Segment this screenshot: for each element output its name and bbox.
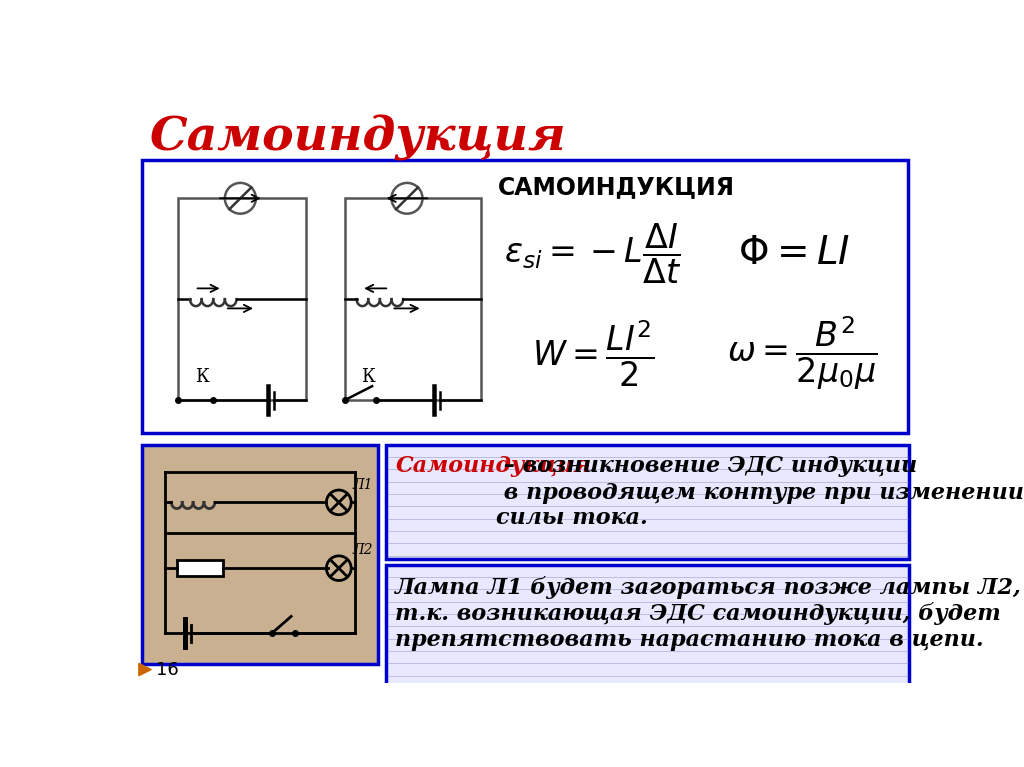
Text: Л2: Л2	[352, 543, 374, 558]
Text: К: К	[195, 368, 209, 386]
Text: Самоиндукция: Самоиндукция	[150, 115, 566, 161]
Bar	[386, 445, 909, 558]
Text: К: К	[361, 368, 375, 386]
Text: – возникновение ЭДС индукции
 в проводящем контуре при изменении в нём
силы тока: – возникновение ЭДС индукции в проводяще…	[496, 456, 1024, 529]
Bar	[177, 561, 223, 576]
Text: Самоиндукция: Самоиндукция	[395, 456, 592, 478]
Text: $\omega=\dfrac{B^2}{2\mu_0\mu}$: $\omega=\dfrac{B^2}{2\mu_0\mu}$	[727, 315, 878, 393]
Text: $\Phi = LI$: $\Phi = LI$	[738, 235, 851, 272]
Text: 16: 16	[156, 660, 178, 679]
Text: САМОИНДУКЦИЯ: САМОИНДУКЦИЯ	[498, 175, 735, 199]
Text: Л1: Л1	[352, 478, 374, 492]
Bar	[142, 445, 378, 664]
Bar	[345, 199, 480, 400]
Polygon shape	[139, 663, 152, 676]
Text: $\varepsilon_{si}=-L\dfrac{\Delta I}{\Delta t}$: $\varepsilon_{si}=-L\dfrac{\Delta I}{\De…	[505, 222, 682, 286]
Bar	[178, 199, 306, 400]
Bar	[386, 565, 909, 742]
Text: $W=\dfrac{LI^2}{2}$: $W=\dfrac{LI^2}{2}$	[531, 319, 654, 389]
Text: Лампа Л1 будет загораться позже лампы Л2,
т.к. возникающая ЭДС самоиндукции, буд: Лампа Л1 будет загораться позже лампы Л2…	[395, 575, 1022, 650]
Bar	[142, 160, 907, 433]
